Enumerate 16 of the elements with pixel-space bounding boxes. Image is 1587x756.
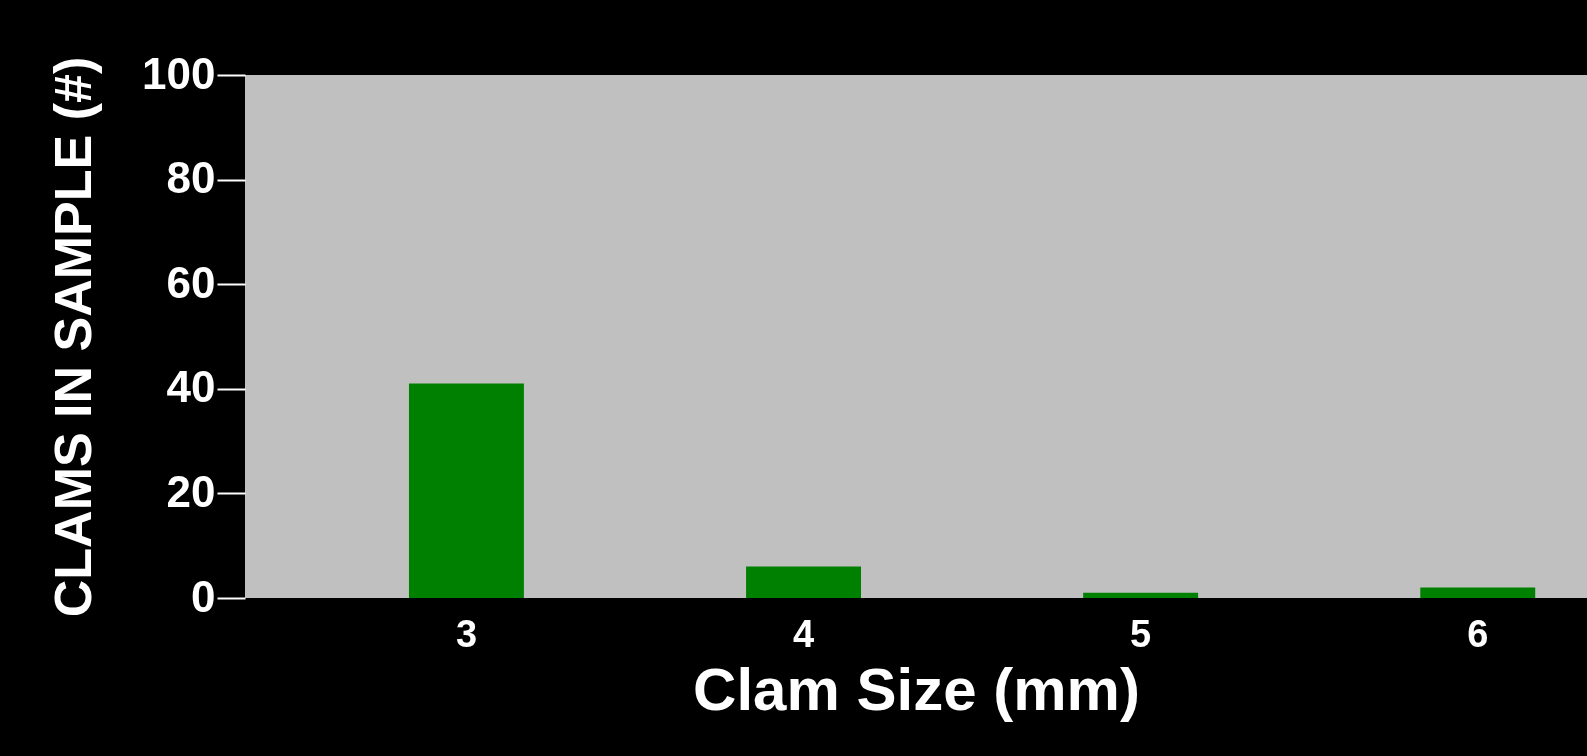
x-tick-label: 5 <box>1130 612 1152 655</box>
x-axis-title: Clam Size (mm) <box>693 655 1140 723</box>
y-tick-label: 60 <box>166 257 216 307</box>
bar <box>1420 587 1536 598</box>
y-axis-title: CLAMS IN SAMPLE (#) <box>44 56 103 618</box>
x-tick-label: 4 <box>792 612 815 655</box>
x-tick-label: 3 <box>455 612 478 655</box>
y-tick-label: 40 <box>166 362 216 412</box>
bar <box>408 383 524 598</box>
y-tick-label: 80 <box>166 153 216 203</box>
y-tick-label: 20 <box>166 466 216 516</box>
y-tick-label: 100 <box>142 48 216 98</box>
x-tick-label: 6 <box>1467 612 1489 655</box>
bar <box>746 566 862 598</box>
y-tick-label: 0 <box>191 571 216 621</box>
bar <box>1083 592 1199 598</box>
